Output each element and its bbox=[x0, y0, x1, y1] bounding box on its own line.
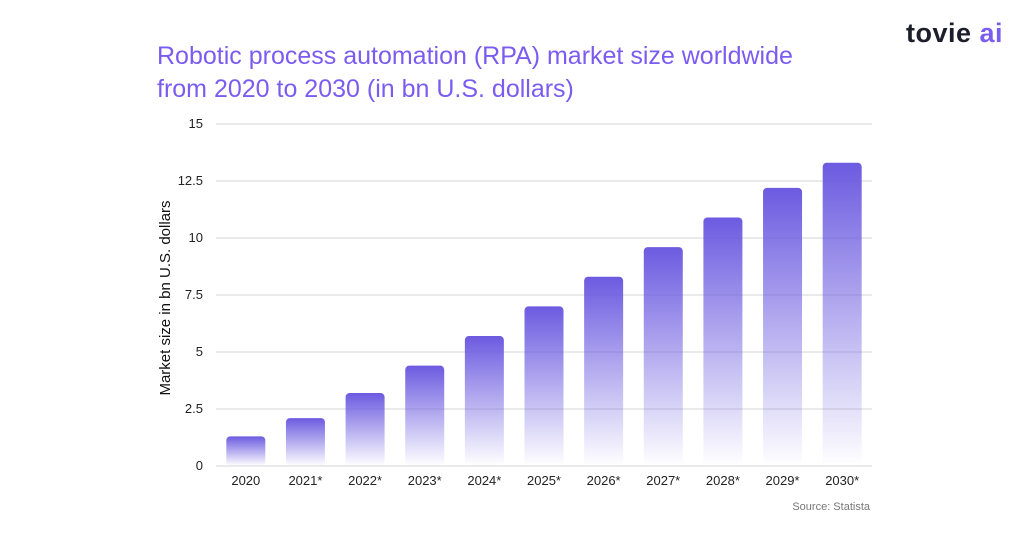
x-tick-label: 2021* bbox=[288, 473, 322, 488]
x-tick-label: 2030* bbox=[825, 473, 859, 488]
x-tick-label: 2022* bbox=[348, 473, 382, 488]
bar-2027 bbox=[643, 247, 683, 466]
y-tick-label: 0 bbox=[196, 458, 203, 473]
bar-2022 bbox=[345, 393, 385, 466]
bar-2023 bbox=[405, 365, 445, 466]
x-tick-label: 2027* bbox=[646, 473, 680, 488]
chart-title-line-2: from 2020 to 2030 (in bn U.S. dollars) bbox=[157, 75, 574, 103]
y-tick-label: 7.5 bbox=[185, 287, 203, 302]
bar-2030 bbox=[822, 162, 862, 466]
y-tick-label: 15 bbox=[189, 116, 203, 131]
y-tick-label: 12.5 bbox=[178, 173, 203, 188]
chart-title: Robotic process automation (RPA) market … bbox=[157, 40, 857, 106]
bar-2026 bbox=[584, 276, 624, 466]
x-tick-label: 2025* bbox=[527, 473, 561, 488]
bar-2025 bbox=[524, 306, 564, 466]
y-axis-label: Market size in bn U.S. dollars bbox=[157, 200, 174, 395]
y-tick-labels: 0 2.5 5 7.5 10 12.5 15 bbox=[178, 116, 203, 473]
logo-word-tovie: tovie bbox=[906, 18, 972, 48]
bars bbox=[226, 162, 862, 466]
y-tick-label: 10 bbox=[189, 230, 203, 245]
x-tick-label: 2020 bbox=[231, 473, 260, 488]
x-tick-label: 2024* bbox=[467, 473, 501, 488]
bar-2029 bbox=[763, 187, 803, 466]
bar-2020 bbox=[226, 436, 266, 466]
x-tick-label: 2028* bbox=[706, 473, 740, 488]
x-tick-label: 2029* bbox=[766, 473, 800, 488]
bar-2021 bbox=[285, 418, 325, 466]
x-tick-label: 2026* bbox=[587, 473, 621, 488]
x-tick-label: 2023* bbox=[408, 473, 442, 488]
y-tick-label: 5 bbox=[196, 344, 203, 359]
chart-title-line-1: Robotic process automation (RPA) market … bbox=[157, 42, 793, 70]
y-tick-label: 2.5 bbox=[185, 401, 203, 416]
source-note: Source: Statista bbox=[792, 501, 870, 513]
x-tick-labels: 2020 2021* 2022* 2023* 2024* 2025* 2026* 2027* 2… bbox=[231, 473, 859, 488]
logo-word-ai: ai bbox=[979, 18, 1004, 48]
bar-2024 bbox=[464, 336, 504, 466]
tovie-ai-logo: tovie ai bbox=[906, 18, 1003, 49]
bar-2028 bbox=[703, 217, 743, 466]
